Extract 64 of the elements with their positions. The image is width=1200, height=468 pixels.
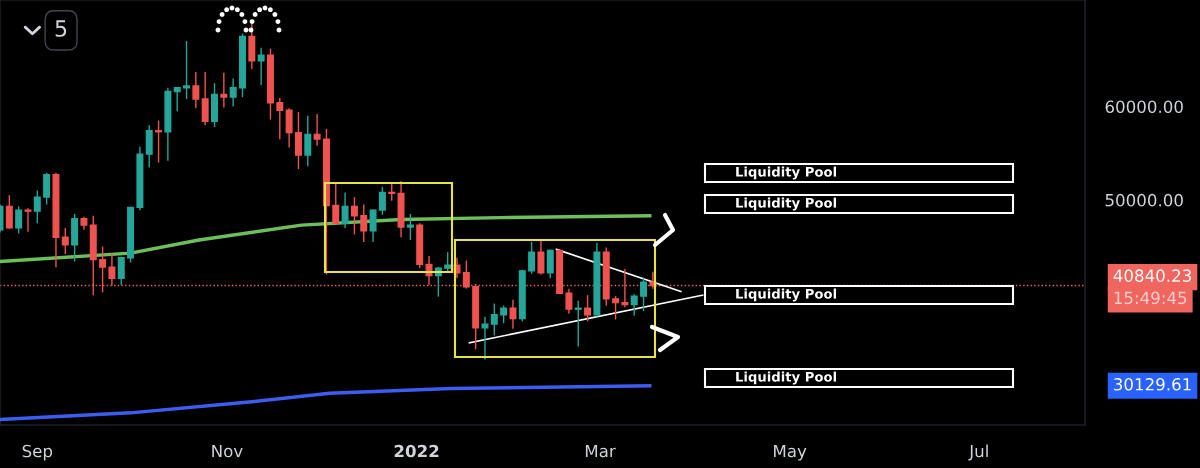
candlestick — [388, 181, 396, 202]
candlestick — [528, 241, 536, 275]
candlestick — [155, 119, 163, 164]
candlestick — [43, 172, 51, 206]
x-tick-label: 2022 — [394, 444, 439, 458]
candlestick — [574, 300, 582, 348]
candlestick — [145, 124, 153, 168]
x-tick-label: Nov — [212, 444, 243, 458]
annotation: Liquidity Pool — [736, 288, 836, 302]
candlestick — [257, 46, 265, 86]
candlestick — [537, 238, 545, 276]
x-tick-label: Sep — [22, 444, 53, 461]
candlestick — [341, 191, 349, 229]
candlestick — [640, 276, 648, 312]
candlestick — [612, 295, 620, 321]
candlestick — [304, 115, 312, 167]
candlestick — [444, 251, 452, 273]
line-series — [0, 384, 652, 422]
candlestick — [565, 287, 573, 315]
candlestick — [183, 40, 191, 100]
y-tick-label: 60000.00 — [1105, 100, 1183, 114]
candlestick — [61, 227, 69, 255]
candlestick — [117, 256, 125, 286]
candlestick — [5, 194, 13, 230]
y-tick-label: 50000.00 — [1105, 193, 1183, 207]
candlestick — [630, 293, 638, 317]
candlestick — [108, 252, 116, 287]
candlestick — [584, 294, 592, 323]
candlestick — [350, 196, 358, 236]
candlestick — [173, 87, 181, 112]
x-tick-label: May — [774, 444, 807, 461]
candlestick — [294, 111, 302, 170]
candlestick — [378, 186, 386, 216]
candlestick — [99, 245, 107, 294]
candlestick — [546, 248, 554, 280]
candlestick — [313, 113, 321, 147]
x-tick-label: Jul — [968, 444, 988, 461]
x-tick-label: Mar — [585, 444, 616, 458]
candlestick — [490, 302, 498, 337]
annotation: Liquidity Pool — [736, 166, 836, 180]
line-series — [0, 214, 652, 264]
annotation: 5 — [55, 20, 67, 37]
candlestick — [332, 181, 340, 224]
candlestick — [276, 97, 284, 140]
candlestick — [462, 259, 470, 290]
candlestick — [285, 107, 293, 149]
candlestick — [24, 207, 32, 233]
candlestick — [15, 205, 23, 235]
annotation: Liquidity Pool — [736, 197, 836, 211]
candlestick — [192, 71, 200, 110]
candlestick — [509, 299, 517, 330]
candlestick — [201, 71, 209, 126]
candlestick — [621, 268, 629, 309]
candlestick — [369, 208, 377, 243]
annotation: Liquidity Pool — [736, 371, 836, 385]
text: 15:49:45 — [1114, 291, 1187, 305]
candlestick — [481, 315, 489, 361]
candlestick — [360, 203, 368, 243]
text: 30129.61 — [1114, 378, 1191, 391]
candlestick — [220, 72, 228, 109]
candlestick — [33, 189, 41, 224]
ref-line-label: 40840.23 — [1113, 269, 1191, 282]
candlestick — [229, 77, 237, 108]
candlestick — [406, 213, 414, 241]
